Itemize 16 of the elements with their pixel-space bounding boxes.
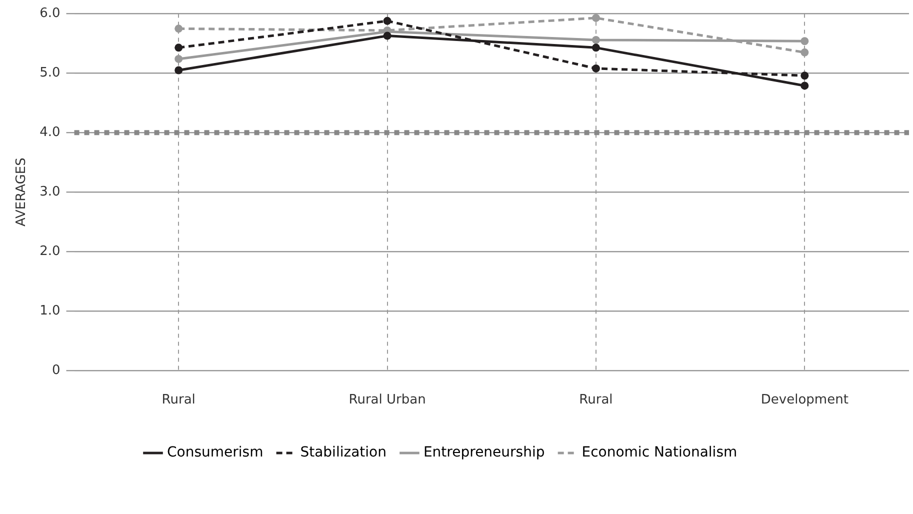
x-tick-label: Rural Urban: [348, 392, 426, 408]
x-tick-label: Rural: [579, 392, 613, 408]
y-tick-label: 2.0: [40, 244, 60, 259]
y-axis-title: AVERAGES: [14, 158, 30, 227]
y-tick-label: 6.0: [40, 6, 60, 22]
x-tick-label: Rural: [162, 392, 196, 408]
legend-label: Stabilization: [300, 444, 386, 461]
y-tick-label: 5.0: [40, 66, 60, 81]
y-tick-label: 1.0: [40, 303, 60, 318]
x-tick-label: Development: [760, 392, 848, 408]
y-tick-label: 3.0: [40, 184, 60, 200]
legend-label: Consumerism: [167, 444, 264, 461]
legend-label: Economic Nationalism: [582, 444, 738, 461]
y-tick-label: 0: [52, 362, 60, 378]
y-tick-label: 4.0: [40, 125, 60, 140]
legend-label: Entrepreneurship: [423, 444, 545, 461]
